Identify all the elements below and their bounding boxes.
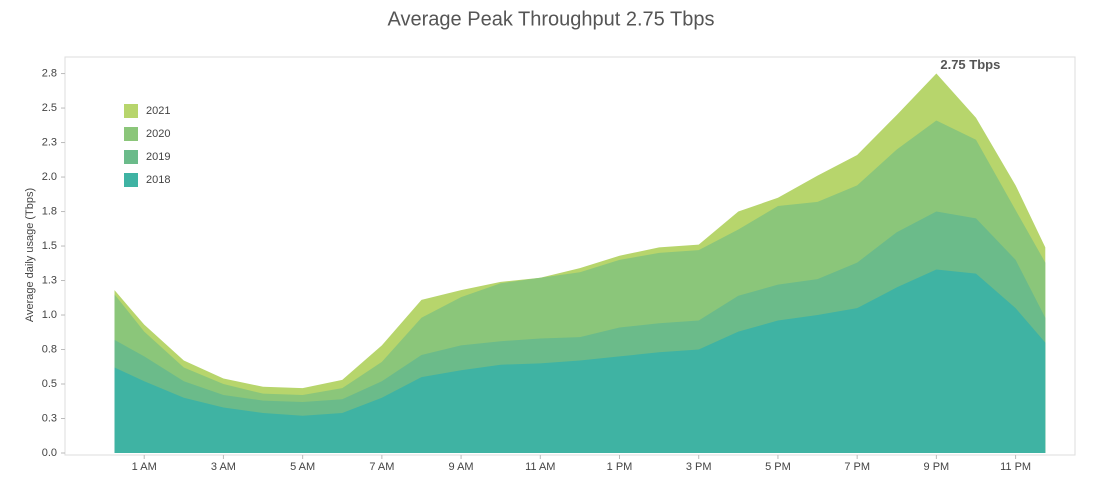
x-tick-label: 9 PM (924, 461, 950, 473)
area (114, 269, 1046, 453)
legend-label: 2019 (146, 151, 170, 163)
y-tick-label: 2.0 (42, 171, 57, 183)
x-tick-label: 7 AM (369, 461, 394, 473)
y-tick-label: 1.8 (42, 205, 57, 217)
y-tick-label: 0.5 (42, 378, 57, 390)
x-tick-label: 1 PM (607, 461, 633, 473)
y-tick-label: 2.8 (42, 67, 57, 79)
y-tick-label: 2.3 (42, 136, 57, 148)
legend-swatch (124, 104, 138, 118)
x-tick-label: 7 PM (844, 461, 870, 473)
x-tick-label: 1 AM (132, 461, 157, 473)
y-tick-label: 0.3 (42, 412, 57, 424)
peak-annotation: 2.75 Tbps (940, 57, 1000, 72)
x-tick-label: 11 AM (525, 461, 555, 473)
x-tick-label: 9 AM (449, 461, 474, 473)
y-axis-label: Average daily usage (Tbps) (24, 188, 36, 322)
x-tick-label: 11 PM (1000, 461, 1031, 473)
legend-swatch (124, 127, 138, 141)
x-tick-label: 3 AM (211, 461, 236, 473)
y-tick-label: 1.5 (42, 240, 57, 252)
legend-label: 2020 (146, 128, 170, 140)
plot-frame (64, 56, 1076, 456)
legend-swatch (124, 150, 138, 164)
y-tick-label: 0.0 (42, 447, 57, 459)
legend-label: 2021 (146, 105, 170, 117)
x-tick-label: 5 AM (290, 461, 315, 473)
y-tick-label: 1.0 (42, 309, 57, 321)
y-tick-label: 0.8 (42, 343, 57, 355)
x-tick-label: 5 PM (765, 461, 791, 473)
legend-swatch (124, 173, 138, 187)
y-tick-label: 1.3 (42, 274, 57, 286)
legend-label: 2018 (146, 174, 170, 186)
chart-title: Average Peak Throughput 2.75 Tbps (388, 8, 715, 30)
x-tick-label: 3 PM (686, 461, 712, 473)
y-tick-label: 2.5 (42, 102, 57, 114)
